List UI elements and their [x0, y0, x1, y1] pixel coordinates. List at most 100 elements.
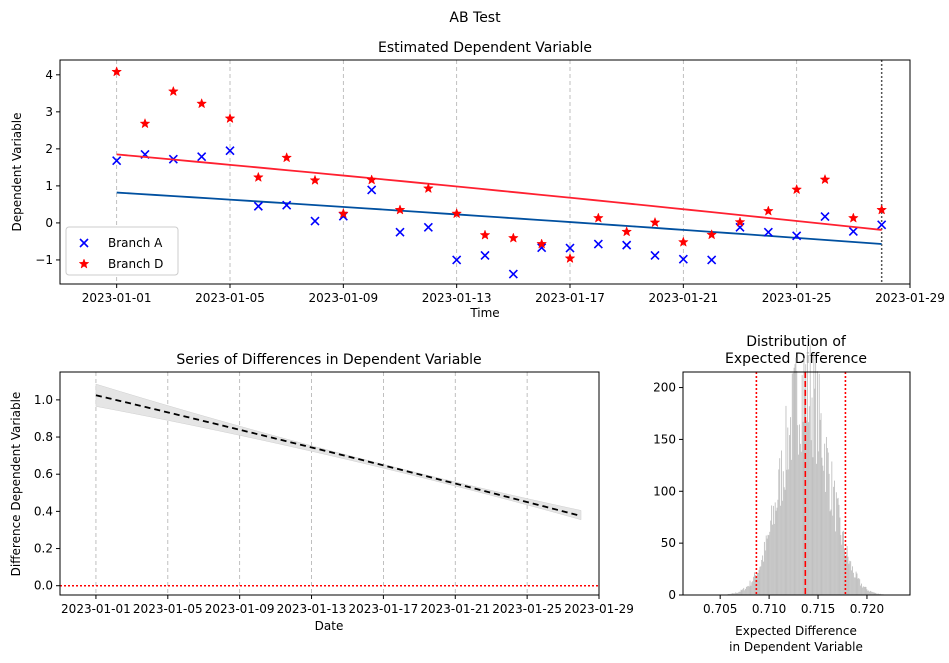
y-tick-label: 0 — [668, 588, 676, 602]
fit-line-branch-d — [116, 153, 882, 231]
branch-a-point — [877, 220, 887, 230]
difference-chart-title: Series of Differences in Dependent Varia… — [176, 352, 481, 368]
branch-a-point — [792, 231, 802, 241]
histogram-bar — [746, 586, 748, 595]
histogram-bar — [729, 593, 731, 595]
x-tick-label: 2023-01-29 — [564, 602, 634, 616]
top-gridlines — [116, 60, 911, 284]
histogram-bar — [826, 448, 828, 595]
histogram-bar — [816, 463, 817, 595]
branch-d-point — [564, 252, 576, 264]
confidence-band — [95, 383, 582, 521]
histogram-bar — [737, 592, 739, 595]
branch-d-point — [876, 204, 888, 215]
histogram-bar — [767, 534, 769, 595]
histogram-bar — [831, 461, 833, 595]
branch-d-point — [791, 183, 803, 195]
histogram-bar — [762, 555, 764, 595]
histogram-bar — [855, 571, 857, 595]
histogram-bar — [765, 535, 767, 595]
branch-a-point — [565, 243, 575, 253]
histogram-bar — [743, 587, 745, 595]
histogram-bar — [738, 591, 740, 595]
branch-d-point — [762, 205, 774, 216]
branch-a-point-stroke — [367, 185, 377, 195]
branch-a-point — [225, 146, 235, 156]
histogram-bar — [861, 583, 862, 595]
histogram-bar — [860, 585, 862, 595]
branch-a-point — [622, 240, 632, 250]
histogram-bar — [835, 492, 837, 595]
branch-a-point-stroke — [792, 231, 802, 241]
histogram-bar — [824, 443, 826, 595]
branch-a-point — [820, 212, 830, 222]
x-tick-label: 2023-01-25 — [762, 291, 832, 305]
branch-d-point — [139, 117, 151, 129]
histogram-x-ticks: 0.705 0.710 0.715 0.720 — [703, 595, 884, 616]
histogram-bar — [820, 413, 822, 595]
histogram-plot-frame — [682, 371, 911, 596]
branch-a-point-stroke — [480, 250, 490, 261]
histogram-bar — [782, 471, 784, 595]
histogram-bar — [754, 572, 755, 595]
histogram-bar — [731, 593, 733, 595]
histogram-bar — [876, 593, 878, 595]
y-tick-label: 0.8 — [34, 430, 53, 444]
x-tick-label: 2023-01-09 — [205, 602, 275, 616]
branch-a-point-stroke — [395, 227, 405, 237]
y-tick-label: 200 — [653, 381, 676, 395]
histogram-bar — [747, 585, 749, 595]
histogram-bar — [840, 535, 842, 595]
legend-branch-d-marker — [78, 258, 90, 269]
histogram-bar — [854, 577, 856, 595]
histogram-bar — [754, 575, 756, 595]
branch-d-point — [366, 174, 378, 185]
difference-x-ticks: 2023-01-01 2023-01-05 2023-01-09 2023-01-13… — [61, 595, 634, 616]
legend-x-marker-stroke — [79, 238, 89, 248]
x-tick-label: 2023-01-05 — [195, 291, 265, 305]
histogram-x-label-line-1: Expected Difference — [735, 624, 857, 638]
histogram-bar — [745, 588, 746, 595]
histogram-bar — [760, 566, 762, 595]
branch-a-point — [367, 185, 377, 195]
histogram-bar — [770, 520, 772, 595]
histogram-bar — [834, 480, 835, 595]
histogram-bar — [830, 509, 832, 595]
y-tick-label: −1 — [35, 253, 53, 267]
x-tick-label: 2023-01-21 — [648, 291, 718, 305]
fit-line-branch-a — [116, 191, 882, 245]
figure-suptitle: AB Test — [449, 10, 501, 26]
branch-d-point — [167, 85, 179, 97]
histogram-bar — [800, 451, 802, 595]
histogram-bar — [829, 511, 831, 595]
histogram-bar — [833, 486, 835, 595]
branch-a-point-stroke — [678, 254, 688, 264]
histogram-bar — [750, 585, 752, 595]
y-tick-label: 0.0 — [34, 579, 53, 593]
y-tick-label: 50 — [661, 536, 676, 550]
histogram-bar — [837, 497, 839, 595]
histogram-bar — [742, 589, 744, 595]
x-tick-label: 2023-01-17 — [349, 602, 419, 616]
branch-d-point — [649, 216, 661, 228]
histogram-bar — [733, 593, 735, 595]
histogram-bar — [796, 371, 798, 595]
histogram-bar — [863, 586, 865, 595]
histogram-bar — [859, 579, 861, 595]
histogram-bar — [877, 593, 879, 595]
histogram-bar — [874, 593, 876, 595]
x-tick-label: 2023-01-01 — [61, 602, 131, 616]
branch-a-point-stroke — [253, 201, 263, 211]
histogram-bar — [875, 592, 877, 595]
mean-difference-line — [95, 394, 582, 517]
histogram-bar — [744, 590, 746, 595]
histogram-bar — [846, 546, 848, 595]
histogram-bar — [825, 436, 827, 595]
expected-difference-histogram: Distribution of Expected Difference 0.70… — [653, 334, 911, 654]
branch-a-point-stroke — [282, 200, 292, 210]
legend-branch-a-marker — [79, 238, 89, 248]
legend-branch-d-label: Branch D — [108, 257, 163, 271]
branch-d-point — [451, 207, 463, 219]
branch-d-point — [507, 232, 519, 243]
y-tick-label: 3 — [45, 105, 53, 119]
